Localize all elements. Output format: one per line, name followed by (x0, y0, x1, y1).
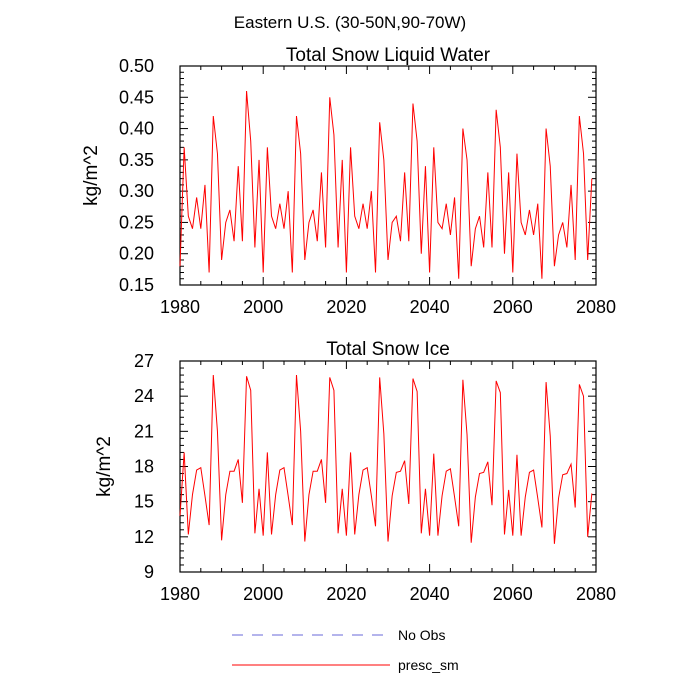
chart-snow-liquid-water: Total Snow Liquid Water kg/m^2 1980 2000 202… (81, 45, 616, 317)
y-tick-label: 18 (134, 457, 154, 477)
x-tick-label: 2080 (576, 584, 616, 604)
x-tick-label: 2040 (410, 584, 450, 604)
y-tick-label: 0.20 (119, 244, 154, 264)
series-line-presc-sm (179, 375, 593, 544)
chart-snow-ice: Total Snow Ice kg/m^2 1980 2000 2020 2040 2060… (94, 339, 616, 604)
y-tick-label: 0.40 (119, 119, 154, 139)
y-tick-label: 12 (134, 527, 154, 547)
x-tick-label: 2020 (326, 297, 366, 317)
y-tick-label: 0.30 (119, 181, 154, 201)
chart-title: Total Snow Ice (326, 339, 450, 360)
y-tick-label: 24 (134, 386, 154, 406)
x-tick-label: 2000 (243, 297, 283, 317)
legend: No Obs presc_sm (232, 627, 459, 673)
chart-title: Total Snow Liquid Water (286, 45, 491, 66)
x-tick-label: 2080 (576, 297, 616, 317)
y-tick-label: 0.35 (119, 150, 154, 170)
y-tick-label: 9 (144, 562, 154, 582)
x-tick-label: 2040 (410, 297, 450, 317)
y-tick-label: 0.25 (119, 212, 154, 232)
y-tick-label: 0.45 (119, 87, 154, 107)
y-tick-label: 21 (134, 421, 154, 441)
y-tick-label: 0.15 (119, 275, 154, 295)
y-tick-label: 0.50 (119, 56, 154, 76)
series-line-presc-sm (179, 90, 593, 279)
x-tick-label: 1980 (160, 584, 200, 604)
legend-label-no-obs: No Obs (398, 627, 445, 643)
y-tick-label: 27 (134, 351, 154, 371)
legend-label-presc-sm: presc_sm (398, 657, 459, 673)
x-tick-label: 1980 (160, 297, 200, 317)
figure-title: Eastern U.S. (30-50N,90-70W) (234, 13, 466, 32)
y-tick-label: 15 (134, 492, 154, 512)
y-axis-label: kg/m^2 (81, 145, 102, 206)
x-tick-label: 2000 (243, 584, 283, 604)
y-axis-label: kg/m^2 (94, 436, 115, 497)
x-tick-label: 2020 (326, 584, 366, 604)
x-tick-label: 2060 (493, 297, 533, 317)
x-tick-label: 2060 (493, 584, 533, 604)
